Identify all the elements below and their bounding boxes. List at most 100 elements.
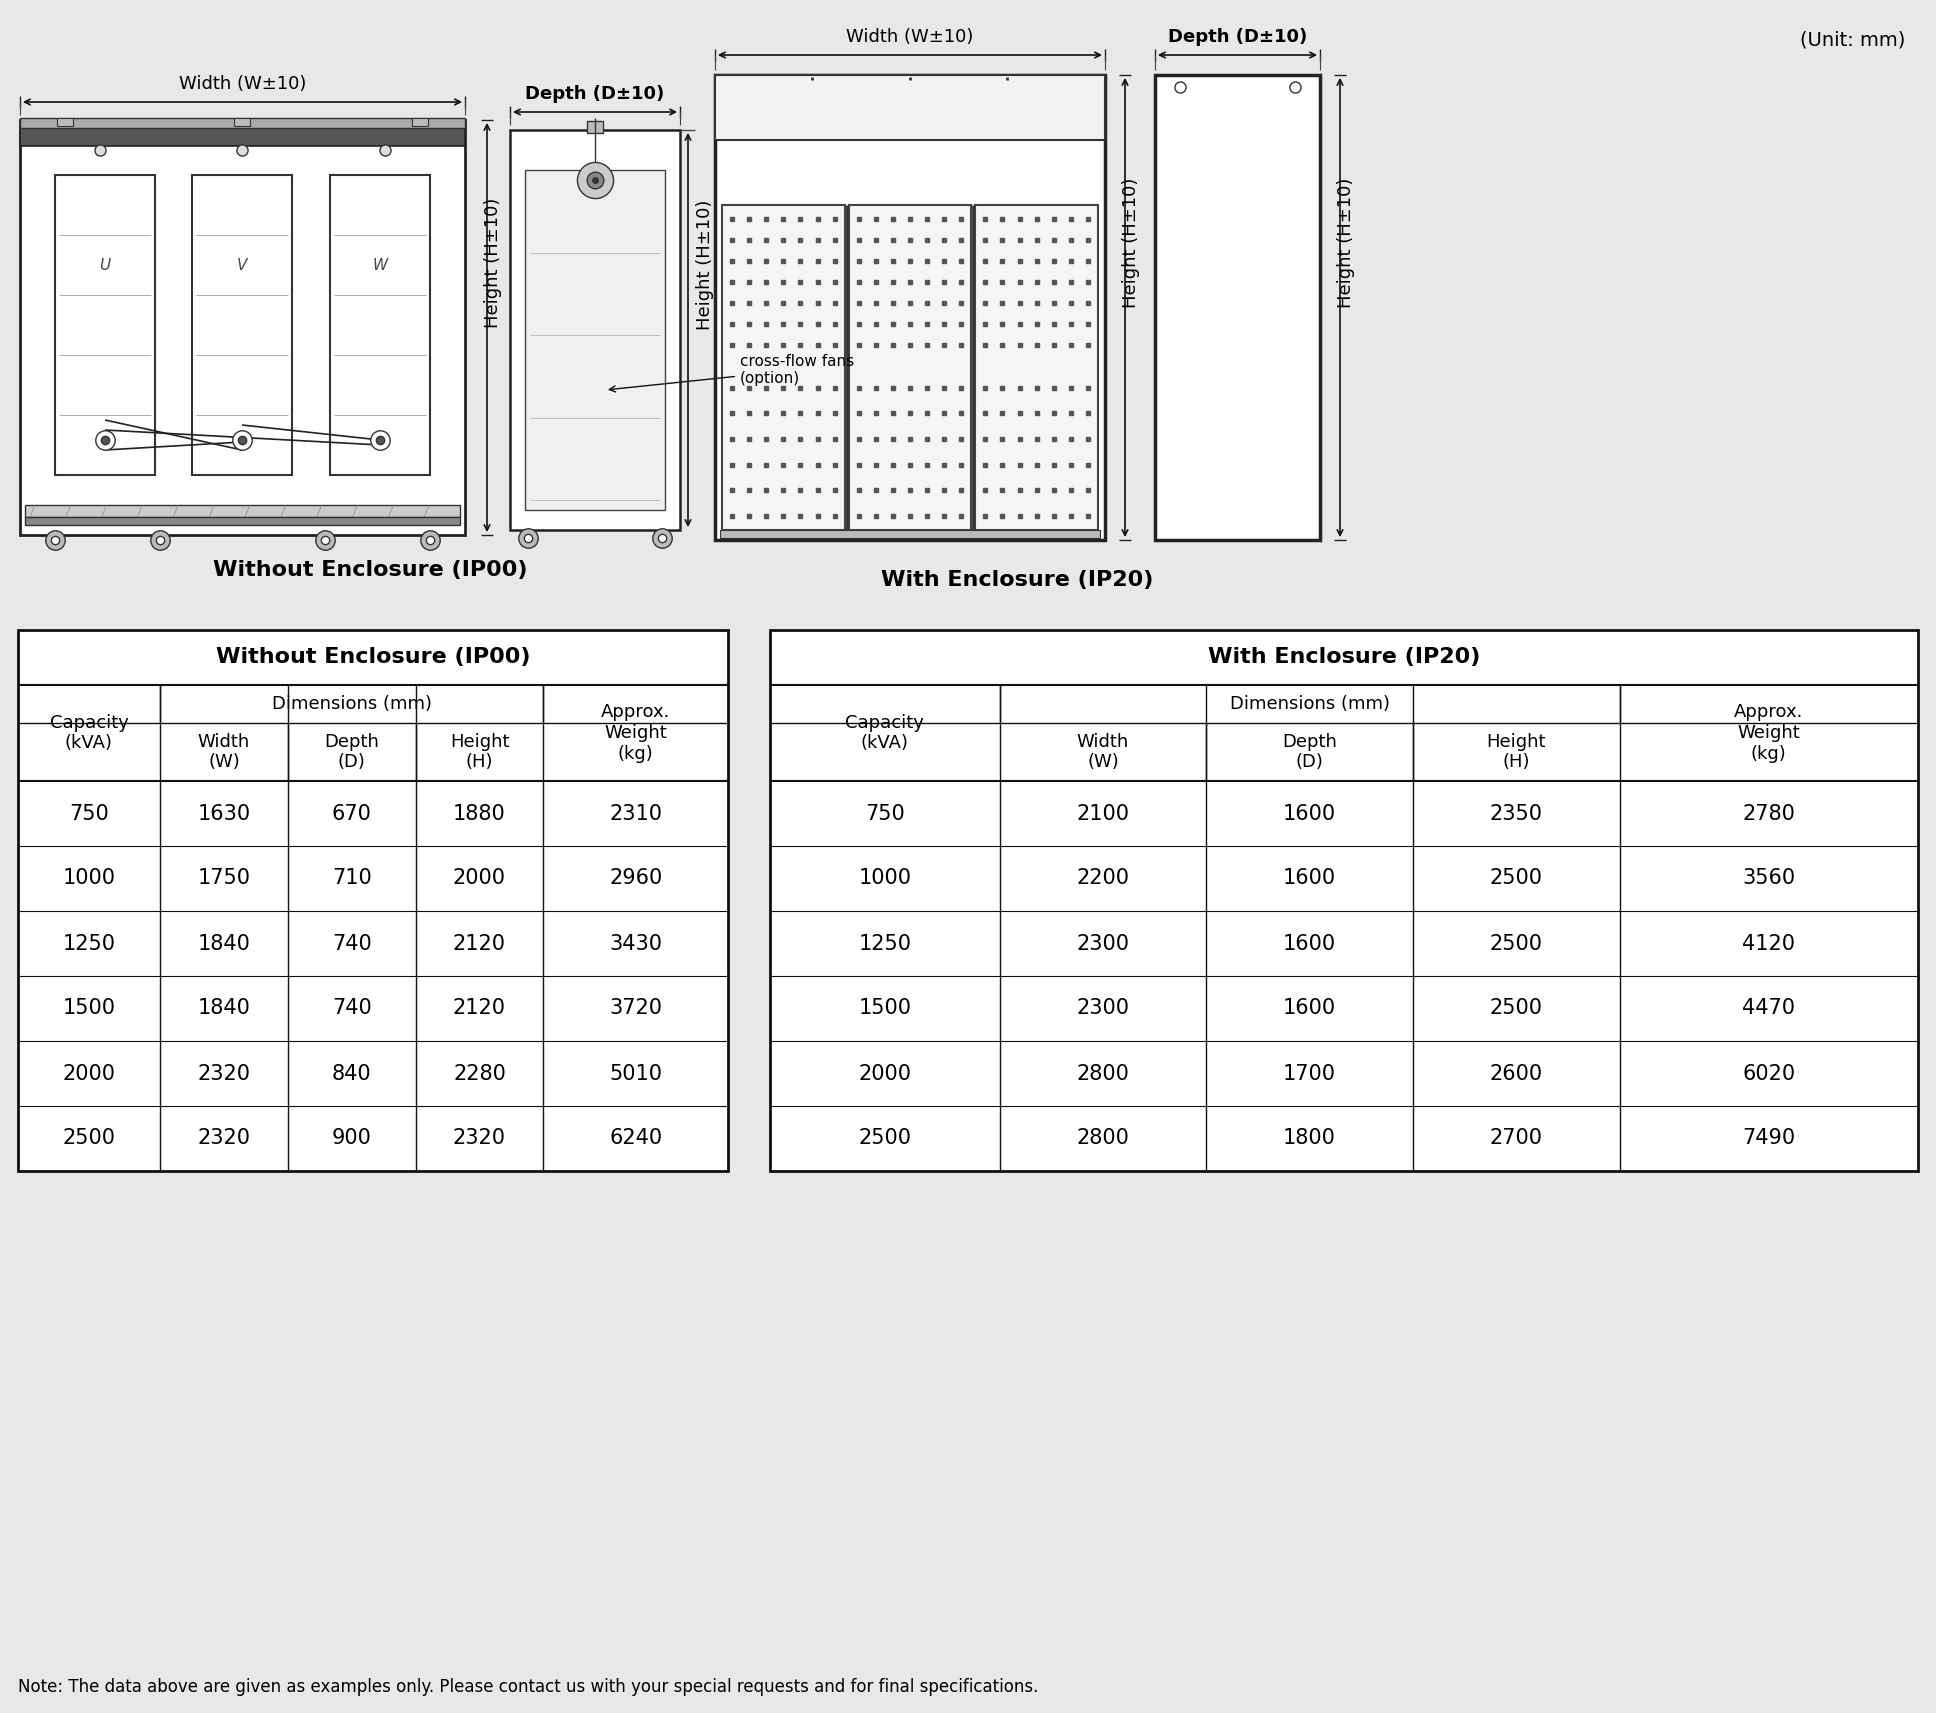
Text: Capacity
(kVA): Capacity (kVA) [50,714,128,752]
Text: 840: 840 [331,1064,372,1084]
Text: 3560: 3560 [1742,868,1795,889]
Text: 2320: 2320 [197,1129,250,1148]
Text: 2000: 2000 [453,868,505,889]
Text: Height (H±10): Height (H±10) [1123,176,1140,308]
Text: 1000: 1000 [62,868,116,889]
Text: With Enclosure (IP20): With Enclosure (IP20) [881,570,1154,589]
Bar [99,175,112,182]
Bar [722,206,844,529]
Bar [236,192,248,197]
Bar [714,75,1105,140]
Bar [19,118,465,128]
Text: V: V [236,257,248,272]
Text: 710: 710 [331,868,372,889]
Text: 2600: 2600 [1489,1064,1543,1084]
Text: Height (H±10): Height (H±10) [484,197,501,327]
Text: Note: The data above are given as examples only. Please contact us with your spe: Note: The data above are given as exampl… [17,1679,1038,1696]
Text: 1700: 1700 [1284,1064,1336,1084]
Bar [374,183,385,188]
Bar [329,175,430,475]
Bar [714,75,1105,540]
Text: Capacity
(kVA): Capacity (kVA) [846,714,923,752]
Text: Without Enclosure (IP00): Without Enclosure (IP00) [213,560,527,581]
Text: 670: 670 [331,803,372,824]
Bar [587,122,602,134]
Text: 1630: 1630 [197,803,250,824]
Bar [99,183,110,188]
Text: Approx.
Weight
(kg): Approx. Weight (kg) [1735,704,1804,762]
Text: 2500: 2500 [1489,934,1543,954]
Text: 2700: 2700 [1489,1129,1543,1148]
Bar [412,118,428,127]
Text: 740: 740 [331,999,372,1019]
Text: 2780: 2780 [1742,803,1795,824]
Bar [720,529,1100,538]
Text: cross-flow fans
(option): cross-flow fans (option) [610,355,854,392]
Text: 2000: 2000 [62,1064,116,1084]
Bar [19,127,465,146]
Bar [236,183,248,188]
Bar [1156,75,1320,540]
Text: 1840: 1840 [197,934,250,954]
Bar [25,517,461,524]
Text: 6240: 6240 [610,1129,662,1148]
Bar [234,118,250,127]
Bar [234,175,250,182]
Text: 2500: 2500 [1489,868,1543,889]
Text: 2310: 2310 [610,803,662,824]
Text: 1840: 1840 [197,999,250,1019]
Bar [509,130,680,529]
Text: 2500: 2500 [858,1129,912,1148]
Text: 1250: 1250 [62,934,116,954]
Text: (Unit: mm): (Unit: mm) [1800,31,1905,50]
Text: 1600: 1600 [1284,934,1336,954]
Text: Dimensions (mm): Dimensions (mm) [271,695,432,713]
Text: 2300: 2300 [1076,999,1129,1019]
Text: 2350: 2350 [1489,803,1543,824]
Text: 2500: 2500 [62,1129,116,1148]
Text: 1880: 1880 [453,803,505,824]
Bar [374,175,387,182]
Text: 1800: 1800 [1284,1129,1336,1148]
Bar [56,118,74,127]
Text: Dimensions (mm): Dimensions (mm) [1229,695,1390,713]
Text: 6020: 6020 [1742,1064,1795,1084]
Text: Height
(H): Height (H) [1487,733,1547,771]
Text: 7490: 7490 [1742,1129,1795,1148]
Bar [17,630,728,1172]
Text: Approx.
Weight
(kg): Approx. Weight (kg) [600,704,670,762]
Text: 2500: 2500 [1489,999,1543,1019]
Text: Width (W±10): Width (W±10) [846,27,974,46]
Text: 5010: 5010 [610,1064,662,1084]
Text: 2300: 2300 [1076,934,1129,954]
Text: W: W [372,257,387,272]
Text: Depth
(D): Depth (D) [1282,733,1338,771]
Text: Depth (D±10): Depth (D±10) [1167,27,1307,46]
Text: 4470: 4470 [1742,999,1795,1019]
Text: 1000: 1000 [858,868,912,889]
Text: 1750: 1750 [197,868,250,889]
Text: 2960: 2960 [610,868,662,889]
Text: 750: 750 [865,803,904,824]
Text: 740: 740 [331,934,372,954]
Bar [101,192,110,197]
Text: Width
(W): Width (W) [197,733,250,771]
Text: Height (H±10): Height (H±10) [1338,176,1355,308]
Bar [25,505,461,517]
Text: 3430: 3430 [610,934,662,954]
Text: 2320: 2320 [453,1129,505,1148]
Bar [192,175,292,475]
Text: 1600: 1600 [1284,803,1336,824]
Text: 4120: 4120 [1742,934,1795,954]
Text: Width
(W): Width (W) [1076,733,1129,771]
Text: Depth
(D): Depth (D) [323,733,379,771]
Text: 1500: 1500 [62,999,116,1019]
Text: 1600: 1600 [1284,868,1336,889]
Text: 1500: 1500 [858,999,912,1019]
Text: 1250: 1250 [858,934,912,954]
Text: 900: 900 [331,1129,372,1148]
Bar [525,170,664,510]
Text: Height (H±10): Height (H±10) [697,200,714,331]
Text: U: U [99,257,110,272]
Bar [848,206,972,529]
